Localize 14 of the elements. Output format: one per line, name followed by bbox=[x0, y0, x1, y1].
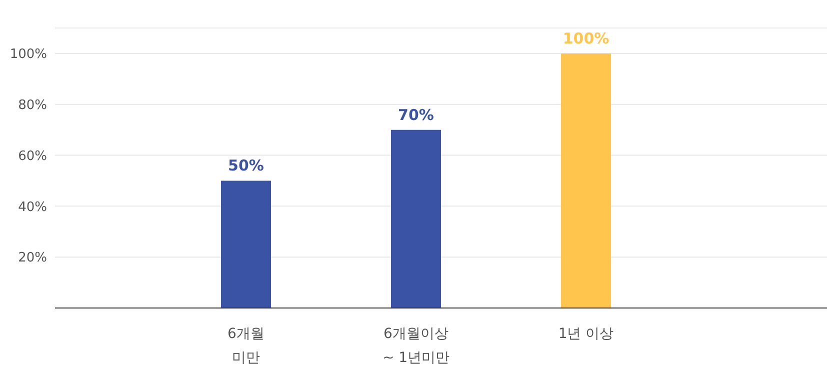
x-tick-label: 1년 이상 bbox=[558, 326, 614, 342]
y-tick-label: 80% bbox=[18, 98, 47, 113]
bar bbox=[221, 180, 271, 308]
y-tick-label: 100% bbox=[10, 47, 47, 62]
x-tick-label: 6개월 미만 bbox=[228, 326, 264, 366]
y-tick-label: 40% bbox=[18, 200, 47, 215]
y-tick-label: 60% bbox=[18, 148, 47, 164]
x-tick-label: 6개월이상 ~ 1년미만 bbox=[382, 326, 450, 366]
bar bbox=[391, 130, 441, 308]
data-label: 50% bbox=[228, 156, 264, 175]
data-label: 100% bbox=[562, 29, 610, 48]
y-tick-label: 20% bbox=[18, 250, 47, 266]
data-label: 70% bbox=[398, 106, 434, 124]
bar bbox=[561, 53, 611, 308]
